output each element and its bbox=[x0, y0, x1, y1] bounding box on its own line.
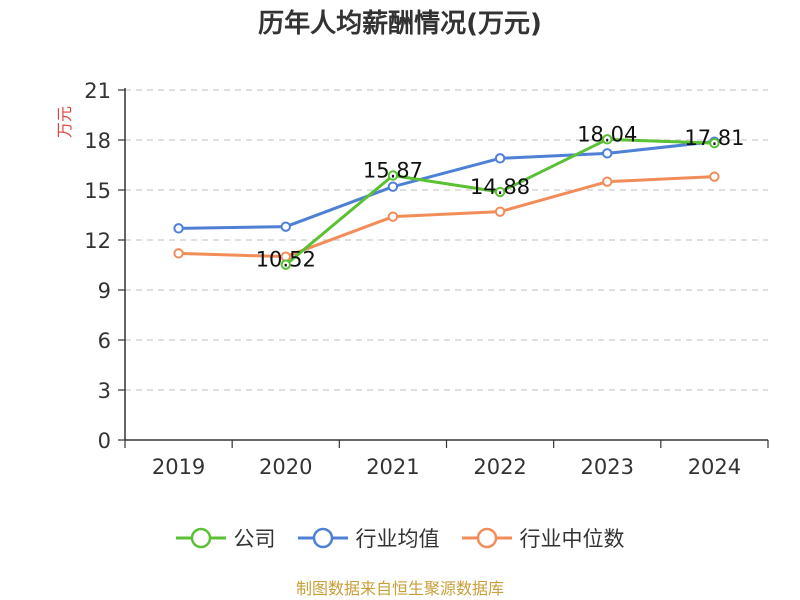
legend-label-company: 公司 bbox=[233, 527, 276, 551]
y-tick-label: 3 bbox=[98, 379, 111, 403]
y-tick-label: 6 bbox=[98, 329, 111, 353]
axes: 0 3 6 9 12 15 18 21 2019 2020 2021 2022 2023 2024 万元 bbox=[55, 79, 769, 479]
data-point bbox=[280, 221, 291, 232]
x-tick-label: 2024 bbox=[688, 455, 741, 479]
data-point bbox=[387, 211, 399, 222]
data-point bbox=[280, 259, 291, 270]
y-tick-label: 9 bbox=[98, 279, 111, 303]
data-point bbox=[709, 171, 720, 182]
series-line bbox=[178, 175, 715, 259]
data-point bbox=[173, 248, 184, 259]
x-tick-label: 2022 bbox=[473, 455, 526, 479]
data-point bbox=[602, 148, 613, 159]
legend-item-industry-median[interactable]: 行业中位数 bbox=[461, 523, 625, 553]
data-label: 15.87 bbox=[363, 159, 423, 183]
data-point bbox=[494, 206, 506, 217]
legend-label-industry-median: 行业中位数 bbox=[519, 527, 625, 551]
legend-swatch-industry-median bbox=[461, 527, 512, 549]
data-label: 17.81 bbox=[684, 126, 744, 150]
y-tick-label: 12 bbox=[84, 229, 111, 253]
data-point bbox=[494, 153, 506, 164]
source-footer: 制图数据来自恒生聚源数据库 bbox=[295, 579, 504, 598]
data-point bbox=[709, 137, 720, 149]
legend-item-company[interactable]: 公司 bbox=[175, 523, 276, 553]
data-point bbox=[602, 134, 613, 145]
chart-title: 历年人均薪酬情况(万元) bbox=[258, 9, 542, 39]
data-point bbox=[173, 223, 184, 234]
y-axis-label: 万元 bbox=[55, 106, 74, 138]
x-tick-label: 2019 bbox=[152, 455, 205, 479]
data-point bbox=[494, 186, 506, 198]
legend-label-industry-mean: 行业均值 bbox=[355, 527, 440, 551]
series-line bbox=[178, 140, 715, 230]
x-tick-label: 2020 bbox=[259, 455, 312, 479]
data-label: 10.52 bbox=[256, 248, 316, 272]
y-tick-label: 15 bbox=[84, 179, 111, 203]
legend-item-industry-mean[interactable]: 行业均值 bbox=[297, 523, 440, 553]
data-point bbox=[602, 176, 613, 187]
data-point bbox=[387, 181, 399, 192]
legend-swatch-industry-mean bbox=[297, 527, 348, 549]
x-tick-label: 2023 bbox=[581, 455, 634, 479]
data-labels: 10.52 15.87 14.88 18.04 17.81 bbox=[256, 122, 745, 271]
y-tick-label: 21 bbox=[84, 79, 111, 103]
legend: 公司 行业均值 行业中位数 bbox=[0, 520, 800, 556]
gridlines bbox=[125, 89, 768, 391]
y-tick-label: 0 bbox=[98, 429, 111, 453]
x-tick-label: 2021 bbox=[366, 455, 419, 479]
data-label: 14.88 bbox=[470, 175, 530, 199]
data-point bbox=[387, 170, 399, 181]
legend-swatch-company bbox=[175, 527, 226, 549]
series bbox=[173, 134, 720, 270]
data-label: 18.04 bbox=[577, 122, 637, 146]
y-tick-label: 18 bbox=[84, 129, 111, 153]
